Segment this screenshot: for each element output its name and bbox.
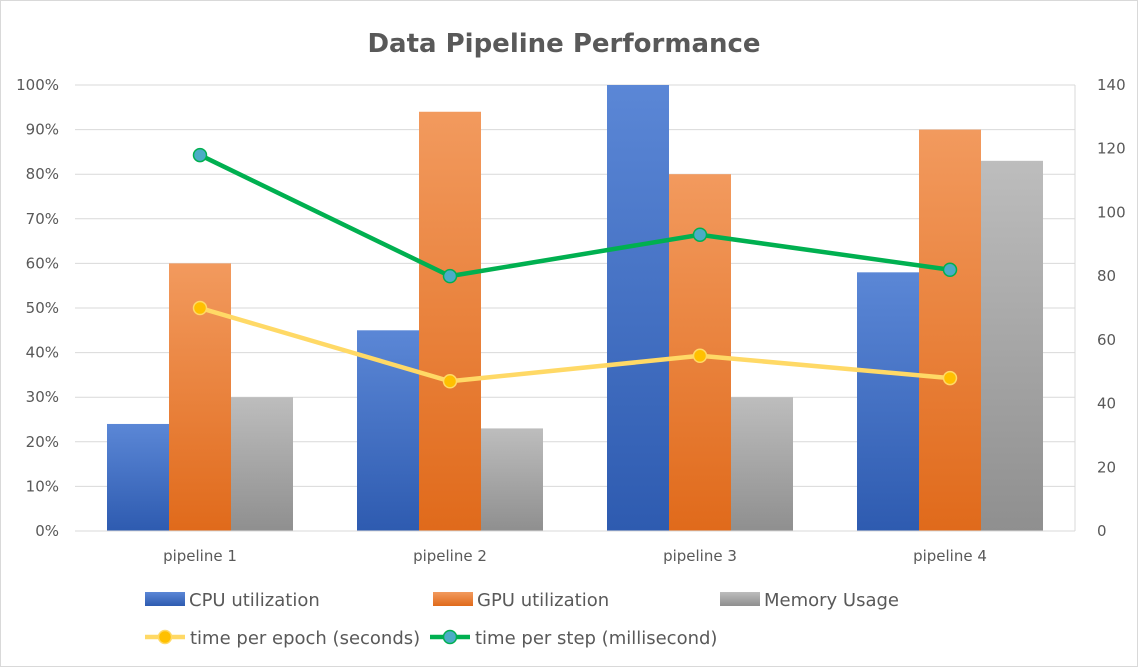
y-right-tick-label: 80 [1097,267,1116,285]
legend-swatch [720,592,760,606]
legend-label: GPU utilization [477,590,609,611]
y-right-tick-label: 100 [1097,203,1126,221]
data-point [442,374,458,389]
bar [857,272,919,531]
legend-label: Memory Usage [764,590,899,611]
bar [481,428,543,531]
data-point [942,370,958,386]
x-tick-label: pipeline 1 [163,547,237,565]
legend-swatch [145,592,185,606]
bar [919,129,981,531]
y-left-tick-label: 100% [16,76,59,94]
y-right-tick-label: 60 [1097,331,1116,349]
y-right-tick-label: 120 [1097,140,1126,158]
data-point [942,262,958,278]
y-right-tick-label: 0 [1097,522,1107,540]
data-point [192,300,208,316]
bar [357,330,419,531]
legend-marker [442,629,458,645]
y-right-tick-label: 40 [1097,395,1116,413]
legend-marker [157,629,173,645]
x-tick-label: pipeline 4 [913,547,987,565]
bar [231,397,293,531]
bar [607,85,669,531]
x-tick-label: pipeline 2 [413,547,487,565]
legend-swatch [433,592,473,606]
legend-label: time per step (millisecond) [475,628,717,649]
bar [107,423,169,531]
y-left-tick-label: 30% [26,388,59,406]
y-left-tick-label: 90% [26,121,59,139]
y-left-tick-label: 80% [26,165,59,183]
y-left-tick-label: 60% [26,254,59,272]
y-left-tick-label: 10% [26,477,59,495]
y-left-tick-label: 20% [26,433,59,451]
y-right-tick-label: 20 [1097,458,1116,476]
legend-label: time per epoch (seconds) [190,628,420,649]
data-point [442,268,458,284]
y-left-tick-label: 50% [26,299,59,317]
series-line [197,152,953,279]
bar [981,160,1043,531]
y-left-tick-label: 70% [26,210,59,228]
bar [419,111,481,531]
chart-title: Data Pipeline Performance [367,29,760,59]
y-right-tick-label: 140 [1097,76,1126,94]
data-point [692,227,708,242]
y-left-tick-label: 40% [26,344,59,362]
data-point [192,147,208,163]
legend-label: CPU utilization [189,590,320,611]
x-tick-label: pipeline 3 [663,547,737,565]
y-left-tick-label: 0% [35,522,59,540]
bar [731,397,793,531]
series-line [197,305,953,384]
data-point [692,348,708,364]
